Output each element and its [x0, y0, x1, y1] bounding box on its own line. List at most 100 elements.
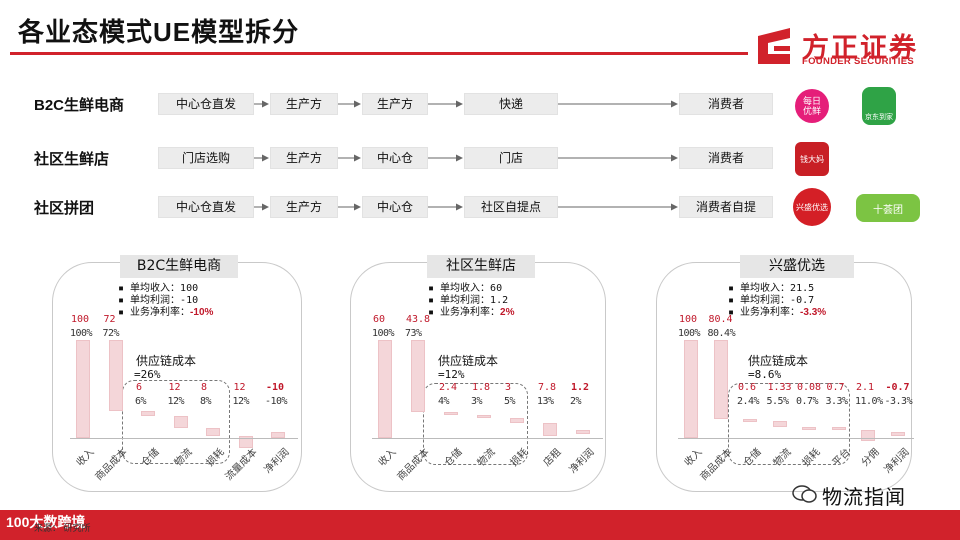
founder-logo-icon [758, 28, 790, 64]
chart-value-label: 72 [103, 314, 116, 325]
chart-value-label: -0.7 [885, 382, 910, 393]
chart-bar [378, 340, 392, 438]
panel-title-b2c: B2C生鲜电商 [120, 255, 238, 278]
jd-daojia-icon: 京东到家 [862, 87, 896, 125]
chart-pct-label: 2.4% [737, 396, 760, 407]
flow-step: 门店选购 [158, 147, 254, 169]
chart-pct-label: 0.7% [796, 396, 819, 407]
bullet-margin: ▪ 业务净利率：-10% [118, 307, 214, 318]
qian-dama-icon: 钱大妈 [795, 142, 829, 176]
chart-value-label: 12 [233, 382, 246, 393]
chart-value-label: 100 [71, 314, 90, 325]
flow-step: 门店 [464, 147, 558, 169]
page-title: 各业态模式UE模型拆分 [18, 17, 300, 47]
chart-value-label: 60 [373, 314, 386, 325]
chart-baseline [372, 438, 603, 439]
chart-bar [684, 340, 698, 438]
chart-baseline [70, 438, 298, 439]
chart-pct-label: 5% [504, 396, 516, 407]
chart-value-label: 3 [505, 382, 512, 393]
chart-bar [76, 340, 90, 438]
chart-pct-label: 12% [232, 396, 250, 407]
chart-bar [206, 428, 220, 437]
chart-pct-label: 13% [537, 396, 554, 407]
title-divider [10, 52, 748, 55]
chart-pct-label: 3% [471, 396, 483, 407]
chart-pct-label: 72% [102, 328, 120, 339]
chart-bar [477, 415, 491, 419]
panel-title-community-store: 社区生鲜店 [427, 255, 535, 278]
chart-value-label: 43.8 [406, 314, 431, 325]
supply-chain-label: 供应链成本 [748, 354, 809, 368]
bullet-profit: ▪ 单均利润：-0.7 [728, 295, 815, 306]
panel-bullets: ▪ 单均收入：100 ▪ 单均利润：-10 ▪ 业务净利率：-10% [118, 283, 213, 319]
chart-pct-label: -3.3% [884, 396, 913, 407]
chart-pct-label: 80.4% [707, 328, 736, 339]
flow-step: 生产方 [270, 196, 338, 218]
chart-value-label: 100 [679, 314, 698, 325]
chart-bar [238, 436, 253, 448]
row-label-community-store: 社区生鲜店 [34, 151, 110, 168]
flow-step: 生产方 [270, 93, 338, 115]
flow-step: 消费者 [679, 93, 773, 115]
chart-value-label: 6 [136, 382, 143, 393]
chart-bar [108, 340, 123, 411]
supply-chain-label: 供应链成本 [136, 354, 197, 368]
wechat-icon [792, 485, 817, 503]
chart-bar [713, 340, 728, 419]
bullet-revenue: ▪ 单均收入：100 [118, 283, 199, 294]
chart-value-label: 2.1 [856, 382, 875, 393]
chart-bar [802, 426, 816, 430]
chart-pct-label: 100% [372, 328, 395, 339]
chart-value-label: 1.2 [571, 382, 590, 393]
chart-bar [444, 411, 458, 416]
bullet-profit: ▪ 单均利润：-10 [118, 295, 199, 306]
flow-step: 消费者自提 [679, 196, 773, 218]
flow-step: 社区自提点 [464, 196, 558, 218]
supply-chain-group [728, 383, 850, 465]
chart-pct-label: 100% [70, 328, 93, 339]
chart-bar [576, 430, 590, 435]
flow-step: 中心仓 [362, 147, 428, 169]
footer-bar [0, 510, 960, 540]
chart-pct-label: 12% [167, 396, 185, 407]
chart-value-label: 0.7 [826, 382, 845, 393]
supply-chain-label: 供应链成本 [438, 354, 499, 368]
flow-step: 快递 [464, 93, 558, 115]
chart-pct-label: -10% [265, 396, 288, 407]
chart-value-label: -10 [266, 382, 285, 393]
chart-value-label: 12 [168, 382, 181, 393]
flow-step: 中心仓 [362, 196, 428, 218]
supply-chain-pct: =12% [438, 368, 465, 381]
row-label-b2c: B2C生鲜电商 [34, 97, 125, 114]
chart-bar [271, 432, 285, 438]
supply-chain-pct: =8.6% [748, 368, 782, 381]
chart-pct-label: 5.5% [766, 396, 790, 407]
chart-pct-label: 73% [405, 328, 422, 339]
chart-value-label: 80.4 [708, 314, 733, 325]
flow-step: 生产方 [362, 93, 428, 115]
flow-step: 中心仓直发 [158, 93, 254, 115]
footer-note: 来源： 研究所 [34, 523, 91, 533]
chart-bar [411, 340, 425, 412]
panel-bullets: ▪ 单均收入：60 ▪ 单均利润：1.2 ▪ 业务净利率：2% [428, 283, 515, 319]
chart-value-label: 2.4 [439, 382, 458, 393]
chart-bar [743, 418, 757, 422]
chart-bar [510, 418, 524, 424]
chart-pct-label: 2% [570, 396, 582, 407]
chart-bar [141, 410, 155, 417]
chart-pct-label: 3.3% [825, 396, 849, 407]
flow-arrows [254, 100, 678, 211]
logo-name: 方正证券 [802, 33, 918, 63]
footer-source: 100大数跨境 [6, 514, 86, 530]
supply-chain-group [423, 383, 528, 465]
chart-baseline [678, 438, 914, 439]
chart-bar [543, 423, 557, 437]
xingsheng-youxuan-icon: 兴盛优选 [793, 188, 831, 226]
bullet-margin: ▪ 业务净利率：-3.3% [728, 307, 827, 318]
bullet-revenue: ▪ 单均收入：21.5 [728, 283, 815, 294]
bullet-margin: ▪ 业务净利率：2% [428, 307, 515, 318]
panel-title-xingsheng: 兴盛优选 [740, 255, 854, 278]
chart-bar [772, 421, 787, 427]
row-label-group-buying: 社区拼团 [34, 200, 95, 217]
